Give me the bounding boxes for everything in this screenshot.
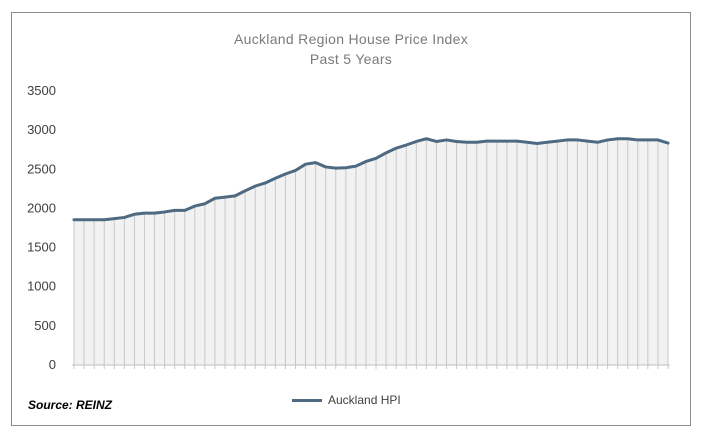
data-point <box>465 141 468 144</box>
data-point <box>103 218 106 221</box>
data-point <box>425 137 428 140</box>
data-point <box>254 184 257 188</box>
data-point <box>475 141 478 144</box>
data-point <box>666 141 670 145</box>
data-point <box>455 140 458 143</box>
data-point <box>314 161 317 164</box>
data-point <box>646 138 650 142</box>
data-point <box>556 139 559 143</box>
data-point <box>133 213 136 216</box>
data-point <box>566 138 569 142</box>
y-tick-label: 500 <box>34 318 56 333</box>
legend: Auckland HPI <box>292 393 401 407</box>
data-point <box>72 218 76 221</box>
data-point <box>354 164 358 168</box>
data-point <box>505 139 509 143</box>
data-point <box>586 139 589 143</box>
data-point <box>405 143 408 147</box>
legend-label: Auckland HPI <box>328 393 401 407</box>
data-point <box>183 209 186 212</box>
data-point <box>223 195 227 199</box>
data-point <box>264 181 267 185</box>
y-tick-label: 0 <box>49 357 56 372</box>
y-tick-label: 1500 <box>27 240 56 255</box>
chart-subtitle: Past 5 Years <box>309 51 393 67</box>
y-tick-label: 3500 <box>27 83 56 98</box>
data-point <box>495 139 499 143</box>
data-point <box>626 137 629 140</box>
data-point <box>545 141 549 144</box>
data-point <box>213 197 217 200</box>
data-point <box>163 210 166 214</box>
data-point <box>445 138 448 142</box>
data-point <box>535 142 539 145</box>
data-point <box>415 140 418 143</box>
data-point <box>596 141 599 144</box>
data-point <box>203 202 207 205</box>
data-point <box>324 165 327 169</box>
series-line-auckland-hpi <box>72 137 670 222</box>
data-point <box>82 218 86 221</box>
data-point <box>304 163 307 166</box>
data-point <box>435 140 438 143</box>
data-point <box>123 216 126 219</box>
data-point <box>113 217 116 220</box>
data-point <box>344 166 348 169</box>
chart-title: Auckland Region House Price Index <box>233 31 469 47</box>
data-point <box>485 139 488 143</box>
data-point <box>525 141 529 144</box>
data-point <box>515 139 519 143</box>
y-tick-label: 1000 <box>27 279 56 294</box>
data-point <box>394 146 398 150</box>
y-tick-label: 3000 <box>27 122 56 137</box>
legend-swatch <box>292 398 322 402</box>
data-point <box>92 218 96 221</box>
data-point <box>576 138 579 142</box>
data-point <box>294 169 297 172</box>
data-point <box>233 194 237 198</box>
data-point <box>364 160 368 163</box>
data-point <box>153 211 156 215</box>
source-note: Source: REINZ <box>28 398 113 412</box>
data-point <box>173 209 176 212</box>
y-tick-label: 2000 <box>27 200 56 215</box>
data-point <box>616 137 619 140</box>
data-point <box>334 166 337 170</box>
data-point <box>193 204 197 208</box>
data-point <box>606 138 609 142</box>
area-fill <box>74 138 668 365</box>
data-point <box>143 211 146 215</box>
data-point <box>274 177 277 180</box>
data-point <box>243 189 247 193</box>
data-point <box>384 151 388 155</box>
data-point <box>374 157 378 160</box>
y-tick-label: 2500 <box>27 161 56 176</box>
chart-title-block: Auckland Region House Price Index Past 5… <box>12 29 690 69</box>
data-point <box>284 172 287 176</box>
data-point <box>656 138 660 142</box>
data-point <box>636 138 639 142</box>
